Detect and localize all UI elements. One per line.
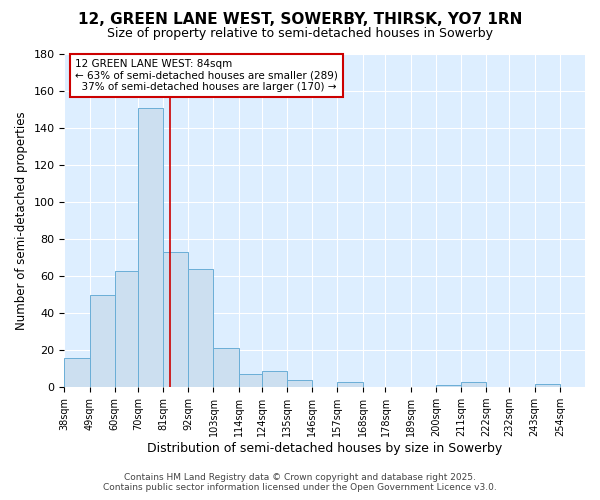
Bar <box>337 382 362 387</box>
Text: Contains HM Land Registry data © Crown copyright and database right 2025.
Contai: Contains HM Land Registry data © Crown c… <box>103 473 497 492</box>
Bar <box>89 294 115 387</box>
Bar <box>239 374 262 387</box>
Bar <box>64 358 89 387</box>
Bar <box>163 252 188 387</box>
Text: 12, GREEN LANE WEST, SOWERBY, THIRSK, YO7 1RN: 12, GREEN LANE WEST, SOWERBY, THIRSK, YO… <box>78 12 522 28</box>
Y-axis label: Number of semi-detached properties: Number of semi-detached properties <box>15 112 28 330</box>
Bar <box>461 382 487 387</box>
Text: 12 GREEN LANE WEST: 84sqm
← 63% of semi-detached houses are smaller (289)
  37% : 12 GREEN LANE WEST: 84sqm ← 63% of semi-… <box>75 59 338 92</box>
Bar <box>262 370 287 387</box>
X-axis label: Distribution of semi-detached houses by size in Sowerby: Distribution of semi-detached houses by … <box>147 442 502 455</box>
Bar <box>287 380 312 387</box>
Bar <box>214 348 239 387</box>
Bar <box>188 268 214 387</box>
Bar <box>535 384 560 387</box>
Text: Size of property relative to semi-detached houses in Sowerby: Size of property relative to semi-detach… <box>107 28 493 40</box>
Bar <box>436 386 461 387</box>
Bar <box>138 108 163 387</box>
Bar <box>115 270 138 387</box>
